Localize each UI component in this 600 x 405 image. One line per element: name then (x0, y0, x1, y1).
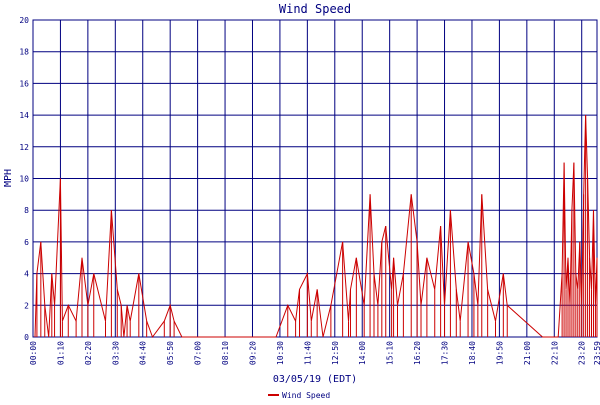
x-tick-label: 07:00 (194, 341, 203, 365)
y-tick-labels: 0 2 4 6 8 10 12 14 16 18 20 (19, 16, 29, 342)
x-tick-label: 22:10 (550, 341, 559, 365)
y-tick-label: 10 (19, 175, 29, 184)
x-tick-label: 04:40 (139, 341, 148, 365)
x-tick-label: 05:50 (166, 341, 175, 365)
x-tick-label: 15:10 (386, 341, 395, 365)
x-tick-label: 18:40 (468, 341, 477, 365)
x-tick-label: 21:00 (523, 341, 532, 365)
series-line-wind-speed (34, 115, 598, 339)
x-tick-labels: 00:00 01:10 02:20 03:30 04:40 05:50 07:00 08:10… (29, 341, 600, 365)
y-tick-label: 2 (24, 301, 29, 310)
x-tick-label: 23:20 (578, 341, 587, 365)
chart-title: Wind Speed (279, 2, 351, 16)
x-tick-label: 03:30 (111, 341, 120, 365)
y-tick-label: 16 (19, 79, 29, 88)
y-tick-label: 6 (24, 238, 29, 247)
legend: Wind Speed (268, 391, 330, 400)
x-tick-label: 00:00 (29, 341, 38, 365)
y-tick-label: 0 (24, 333, 29, 342)
x-tick-label: 11:40 (303, 341, 312, 365)
x-tick-label: 08:10 (221, 341, 230, 365)
x-tick-label: 17:30 (441, 341, 450, 365)
x-tick-label: 01:10 (56, 341, 65, 365)
y-tick-label: 14 (19, 111, 29, 120)
legend-label: Wind Speed (282, 391, 330, 400)
grid (33, 20, 597, 337)
y-tick-label: 4 (24, 270, 29, 279)
y-tick-label: 12 (19, 143, 29, 152)
x-tick-label: 02:20 (84, 341, 93, 365)
x-tick-label: 16:20 (413, 341, 422, 365)
x-tick-label: 19:50 (495, 341, 504, 365)
x-tick-label: 10:30 (276, 341, 285, 365)
y-tick-label: 18 (19, 48, 29, 57)
y-tick-label: 20 (19, 16, 29, 25)
y-tick-label: 8 (24, 206, 29, 215)
series-group (34, 115, 598, 339)
x-tick-label: 14:00 (358, 341, 367, 365)
x-tick-label: 12:50 (331, 341, 340, 365)
x-tick-label: 09:20 (248, 341, 257, 365)
x-tick-label: 23:59 (593, 341, 600, 365)
x-axis-label: 03/05/19 (EDT) (273, 374, 357, 385)
y-axis-label: MPH (3, 169, 14, 187)
